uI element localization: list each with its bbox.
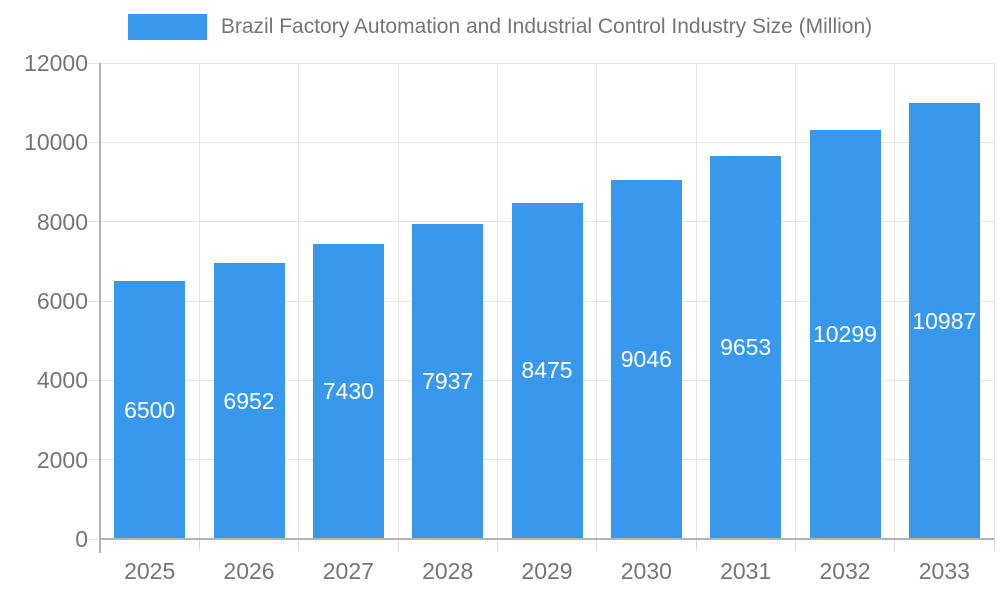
bar-2031[interactable]: 9653 (710, 156, 782, 539)
y-axis-tick (88, 62, 100, 64)
y-axis-tick (88, 141, 100, 143)
y-axis-tick-label: 4000 (36, 367, 88, 394)
y-axis-tick (88, 459, 100, 461)
bar-2025[interactable]: 6500 (114, 281, 186, 539)
bar-value-label: 8475 (521, 357, 573, 384)
y-axis-tick (88, 379, 100, 381)
bar-value-label: 6500 (124, 396, 176, 423)
gridline-vertical (695, 63, 697, 539)
y-axis-tick-label: 12000 (24, 50, 88, 76)
bar-2026[interactable]: 6952 (213, 263, 285, 539)
gridline-vertical (496, 63, 498, 539)
bar-value-label: 10987 (912, 307, 977, 334)
y-axis-tick (88, 538, 100, 540)
y-axis-tick-label: 6000 (36, 288, 88, 314)
x-axis-tick-label: 2029 (521, 558, 573, 584)
gridline-vertical (397, 63, 399, 539)
x-axis-tick (496, 539, 498, 551)
gridline-vertical (298, 63, 300, 539)
gridline-horizontal (100, 62, 994, 64)
gridline-vertical (894, 63, 896, 539)
bar-2033[interactable]: 10987 (908, 103, 980, 539)
bar-value-label: 9653 (720, 334, 772, 361)
legend-label: Brazil Factory Automation and Industrial… (220, 15, 873, 38)
y-axis-tick-label: 2000 (36, 446, 88, 473)
x-axis-tick (198, 539, 200, 551)
x-axis-tick (993, 539, 995, 551)
gridline-vertical (794, 63, 796, 539)
y-axis-tick (88, 221, 100, 223)
x-axis-tick (397, 539, 399, 551)
x-axis-tick (695, 539, 697, 551)
x-axis-tick-label: 2028 (422, 558, 474, 584)
x-axis-tick (596, 539, 598, 551)
y-axis-tick-label: 0 (75, 526, 88, 552)
x-axis-tick-label: 2027 (322, 558, 374, 584)
bar-value-label: 10299 (813, 321, 877, 348)
bar-2030[interactable]: 9046 (610, 180, 682, 539)
x-axis-tick-label: 2032 (819, 558, 871, 584)
chart-legend: Brazil Factory Automation and Industrial… (0, 14, 1000, 40)
bar-value-label: 9046 (620, 346, 672, 373)
x-axis-tick-label: 2031 (720, 558, 772, 584)
x-axis-tick-label: 2033 (918, 558, 970, 584)
x-axis-tick-label: 2025 (124, 558, 176, 584)
x-axis-tick (298, 539, 300, 551)
gridline-vertical (993, 63, 995, 539)
y-axis-tick (88, 300, 100, 302)
bar-2027[interactable]: 7430 (312, 244, 384, 539)
chart-legend-item[interactable]: Brazil Factory Automation and Industrial… (127, 14, 873, 40)
bar-2028[interactable]: 7937 (412, 224, 484, 539)
gridline-vertical (596, 63, 598, 539)
x-axis-tick-label: 2026 (223, 558, 275, 584)
y-axis-tick-label: 10000 (24, 129, 88, 156)
bar-2032[interactable]: 10299 (809, 130, 881, 539)
legend-color-swatch (127, 14, 207, 40)
plot-area: 6500 6952 7430 7937 8475 9046 9653 10299 10987 (100, 62, 995, 539)
bar-2029[interactable]: 8475 (511, 202, 583, 539)
x-axis-tick (894, 539, 896, 551)
bar-value-label: 7430 (322, 378, 374, 405)
x-axis-tick (794, 539, 796, 551)
y-axis-tick-label: 8000 (36, 208, 88, 235)
gridline-vertical (198, 63, 200, 539)
bar-value-label: 7937 (422, 368, 474, 395)
x-axis-tick-label: 2030 (620, 558, 672, 584)
bar-value-label: 6952 (223, 387, 275, 414)
